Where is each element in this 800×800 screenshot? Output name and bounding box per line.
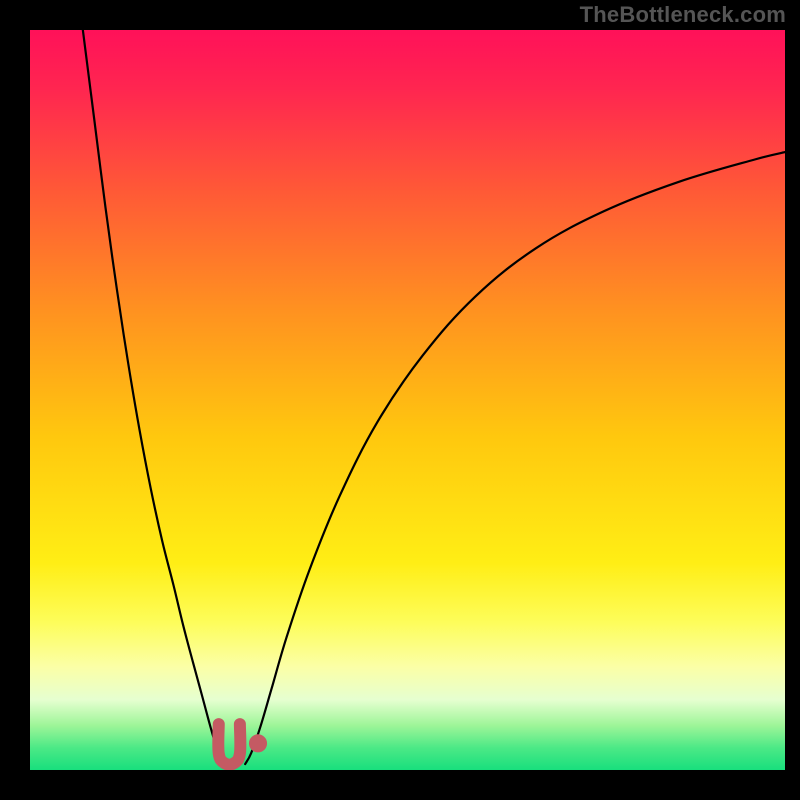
plot-area <box>30 30 785 770</box>
chart-stage: TheBottleneck.com <box>0 0 800 800</box>
trough-dot-marker <box>249 734 267 752</box>
trough-u-marker <box>218 724 240 765</box>
curves-layer <box>30 30 785 770</box>
watermark-text: TheBottleneck.com <box>580 2 786 28</box>
curve-left <box>83 30 225 764</box>
curve-right <box>245 152 785 764</box>
